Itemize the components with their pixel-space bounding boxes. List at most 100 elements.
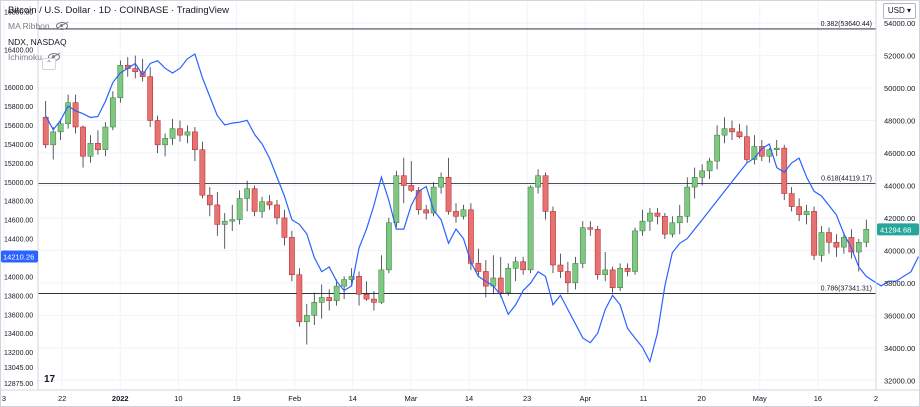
candle-body <box>520 261 526 271</box>
candle-body <box>863 229 870 243</box>
candle-body <box>460 209 467 217</box>
ndx-series-line <box>45 53 920 364</box>
candle-body <box>65 102 71 125</box>
candle-body <box>475 263 482 272</box>
left-tick-label: 13400.00 <box>4 331 33 338</box>
candle-body <box>624 267 631 272</box>
candle-body <box>72 102 79 128</box>
candle-body <box>50 131 57 146</box>
candle-body <box>527 186 534 271</box>
time-tick-label: 20 <box>697 394 705 403</box>
candle-body <box>80 126 86 157</box>
right-tick-label: 52000.00 <box>884 52 915 61</box>
candle-body <box>826 232 832 243</box>
candle-body <box>565 271 571 284</box>
candle-body <box>311 302 318 316</box>
candle-body <box>445 177 452 212</box>
candle-body <box>356 276 362 295</box>
candle-body <box>400 175 407 186</box>
collapse-legend-button[interactable]: ⌃ <box>42 58 56 70</box>
candle-body <box>572 263 579 284</box>
candle-body <box>371 298 377 303</box>
candle-body <box>841 237 847 248</box>
candle-body <box>132 68 139 73</box>
candle-body <box>348 276 355 280</box>
symbol-title: Bitcoin / U.S. Dollar · 1D · COINBASE · … <box>8 5 230 16</box>
tradingview-logo[interactable]: 17 <box>44 374 56 385</box>
left-tick-label: 14600.00 <box>4 218 33 225</box>
candle-body <box>199 149 206 196</box>
left-tick-label: 14800.00 <box>4 199 33 206</box>
candle-body <box>617 267 623 288</box>
candle-body <box>236 198 243 220</box>
candle-body <box>848 237 855 253</box>
candle-body <box>303 315 310 323</box>
candle-body <box>162 138 168 146</box>
candle-body <box>266 201 273 206</box>
candle-body <box>714 134 720 162</box>
candle-body <box>744 136 750 160</box>
candle-body <box>706 160 713 172</box>
candle-body <box>587 227 594 230</box>
candle-body <box>192 131 198 150</box>
candle-body <box>110 97 116 128</box>
right-tick-label: 36000.00 <box>884 311 915 320</box>
candle-body <box>147 76 154 121</box>
candle-body <box>214 204 221 225</box>
ndx-last-tag: 14210.26 <box>3 253 34 262</box>
candle-body <box>557 264 564 272</box>
right-tick-label: 54000.00 <box>884 19 915 28</box>
eye-hidden-icon[interactable] <box>55 21 68 30</box>
legend-title-row: Bitcoin / U.S. Dollar · 1D · COINBASE · … <box>8 4 229 19</box>
candle-body <box>602 269 609 275</box>
candle-body <box>542 175 549 212</box>
candle-body <box>408 185 415 191</box>
right-tick-label: 38000.00 <box>884 279 915 288</box>
candle-body <box>102 126 109 150</box>
fibonacci-levels: 0.382(53640.44) 0.618(44119.17) 0.786(3734… <box>38 21 876 294</box>
candle-body <box>326 297 333 301</box>
candle-body <box>177 128 183 136</box>
ndx-last-tag-bg <box>1 250 38 263</box>
candle-body <box>639 220 646 232</box>
candle-body <box>662 216 668 235</box>
legend-item-ma-ribbon[interactable]: MA Ribbon <box>8 19 229 34</box>
candle-body <box>438 177 444 188</box>
left-tick-label: 16800.00 <box>4 9 33 16</box>
last-price-tag-bg <box>877 223 919 236</box>
left-tick-label: 14000.00 <box>4 274 33 281</box>
candle-body <box>184 131 191 136</box>
time-tick-label: 10 <box>174 394 182 403</box>
left-tick-label: 12875.00 <box>4 381 33 388</box>
candle-body <box>699 170 706 178</box>
candle-body <box>609 269 616 288</box>
left-tick-label: 15800.00 <box>4 104 33 111</box>
right-tick-label: 42000.00 <box>884 214 915 223</box>
candle-body <box>378 269 385 303</box>
time-tick-label: May <box>753 394 767 403</box>
btc-candles <box>42 55 870 345</box>
candle-body <box>833 242 840 248</box>
candle-body <box>594 229 601 275</box>
legend-item-label: NDX, NASDAQ <box>8 37 67 47</box>
candle-body <box>423 209 430 214</box>
candle-body <box>57 123 64 133</box>
time-tick-label: Mar <box>404 394 417 403</box>
legend-item-ndx[interactable]: NDX, NASDAQ <box>8 35 229 50</box>
time-tick-label: Feb <box>288 394 301 403</box>
candle-body <box>95 142 101 150</box>
fib-level-label: 0.618(44119.17) <box>821 176 872 183</box>
candle-body <box>811 211 817 256</box>
time-tick-label: 16 <box>814 394 822 403</box>
candle-body <box>550 211 556 266</box>
candle-body <box>647 212 653 222</box>
currency-selector[interactable]: USD ▾ <box>882 3 916 19</box>
candle-body <box>393 175 400 224</box>
candle-body <box>855 242 862 253</box>
time-tick-label: 14 <box>349 394 357 403</box>
legend-item-label: MA Ribbon <box>8 20 50 31</box>
candle-body <box>669 222 676 235</box>
candle-body <box>42 117 49 146</box>
left-tick-label: 15200.00 <box>4 161 33 168</box>
